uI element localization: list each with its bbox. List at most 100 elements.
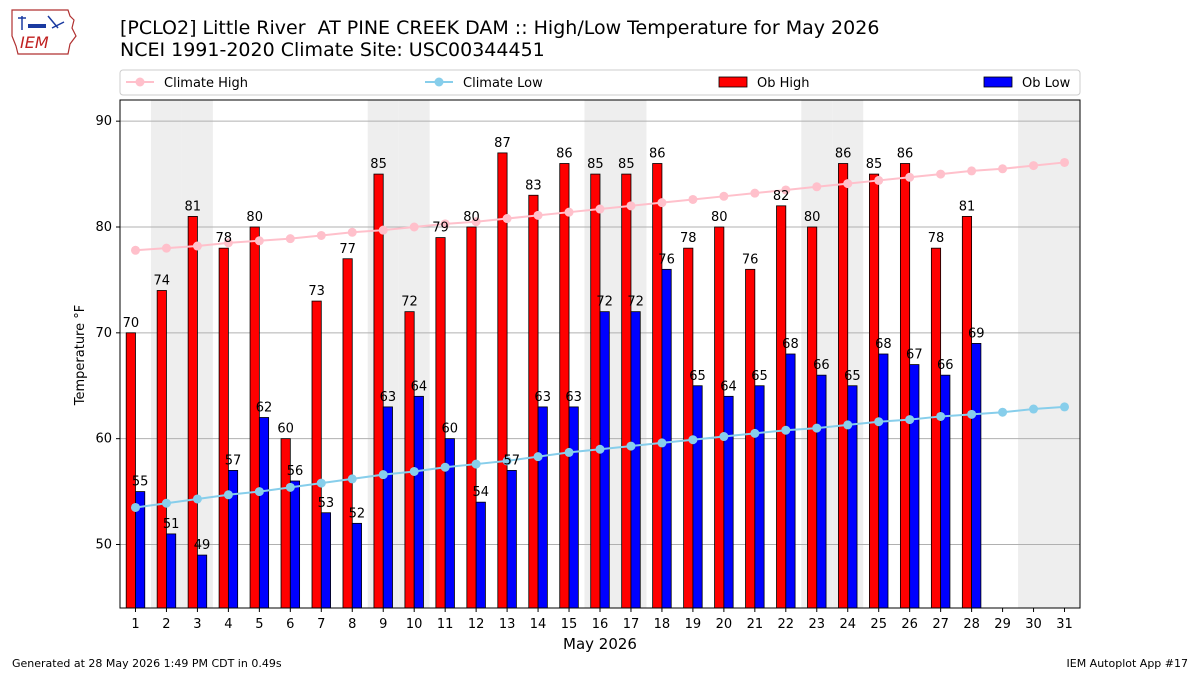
- bar-low-day-17: [630, 311, 641, 609]
- climate-low-point-day-27: [936, 411, 946, 421]
- x-tick-label-14: 14: [530, 617, 547, 632]
- label-low-day-25: 68: [875, 337, 892, 352]
- bar-low-day-6: [289, 480, 301, 609]
- climate-high-point-day-7: [316, 230, 326, 240]
- climate-high-point-day-27: [936, 169, 946, 179]
- label-high-day-26: 86: [897, 147, 914, 162]
- climate-high-point-day-3: [192, 241, 202, 251]
- label-low-day-9: 63: [380, 390, 397, 405]
- x-tick-label-19: 19: [685, 617, 702, 632]
- iem-logo: IEM: [11, 9, 77, 55]
- bar-high-day-21: [745, 268, 756, 609]
- climate-low-point-day-30: [1029, 404, 1039, 414]
- bar-low-day-26: [909, 364, 920, 609]
- y-tick-label-50: 50: [95, 538, 112, 553]
- bar-high-day-18: [652, 163, 663, 609]
- x-tick-label-31: 31: [1056, 617, 1073, 632]
- logo-text: IEM: [20, 33, 49, 52]
- label-low-day-18: 76: [658, 252, 675, 267]
- y-tick-label-90: 90: [95, 114, 112, 129]
- climate-high-point-day-1: [130, 245, 140, 255]
- climate-low-point-day-12: [471, 459, 481, 469]
- bar-low-day-9: [382, 406, 393, 609]
- climate-low-point-day-28: [967, 409, 977, 419]
- bar-low-day-2: [166, 533, 177, 609]
- y-axis-label: Temperature °F: [73, 305, 88, 406]
- climate-high-point-day-20: [719, 191, 729, 201]
- label-high-day-9: 85: [370, 157, 387, 172]
- label-low-day-27: 66: [937, 358, 954, 373]
- label-low-day-7: 53: [318, 496, 335, 511]
- climate-high-point-day-8: [347, 227, 357, 237]
- label-high-day-16: 85: [587, 157, 604, 172]
- label-high-day-18: 86: [649, 147, 666, 162]
- weekend-band-day-30: [1018, 100, 1050, 608]
- y-tick-label-80: 80: [95, 220, 112, 235]
- climate-low-point-day-15: [564, 447, 574, 457]
- bar-low-day-7: [320, 512, 331, 609]
- bar-low-day-14: [537, 406, 548, 609]
- climate-low-point-day-26: [905, 415, 915, 425]
- label-high-day-19: 78: [680, 231, 697, 246]
- label-high-day-6: 60: [277, 422, 294, 437]
- climate-low-point-day-10: [409, 466, 419, 476]
- label-high-day-2: 74: [154, 274, 171, 289]
- label-high-day-5: 80: [246, 210, 263, 225]
- x-tick-label-9: 9: [379, 617, 387, 632]
- climate-high-point-day-5: [254, 236, 264, 246]
- climate-low-point-day-8: [347, 474, 357, 484]
- climate-low-point-day-9: [378, 470, 388, 480]
- bar-low-day-22: [785, 353, 796, 609]
- climate-high-point-day-28: [967, 166, 977, 176]
- label-low-day-22: 68: [782, 337, 799, 352]
- x-tick-label-12: 12: [468, 617, 485, 632]
- bar-low-day-24: [847, 385, 858, 609]
- weekend-band-day-31: [1049, 100, 1080, 608]
- x-tick-label-25: 25: [870, 617, 887, 632]
- climate-low-point-day-31: [1060, 402, 1070, 412]
- x-tick-label-23: 23: [809, 617, 826, 632]
- title-block: [PCLO2] Little River AT PINE CREEK DAM :…: [120, 17, 879, 61]
- climate-low-point-day-6: [285, 482, 295, 492]
- climate-low-point-day-7: [316, 478, 326, 488]
- label-high-day-28: 81: [959, 199, 976, 214]
- climate-low-point-day-25: [874, 417, 884, 427]
- bar-high-day-5: [249, 226, 260, 609]
- bar-high-day-16: [590, 173, 601, 609]
- x-tick-label-1: 1: [131, 617, 139, 632]
- label-high-day-12: 80: [463, 210, 480, 225]
- x-tick-label-10: 10: [406, 617, 423, 632]
- x-tick-label-26: 26: [901, 617, 918, 632]
- bar-high-day-8: [342, 258, 353, 609]
- y-tick-label-60: 60: [95, 432, 112, 447]
- legend-swatch-ob-high: [718, 76, 748, 88]
- bar-low-day-12: [475, 501, 486, 609]
- x-tick-label-3: 3: [193, 617, 201, 632]
- label-low-day-12: 54: [473, 485, 490, 500]
- label-low-day-28: 69: [968, 326, 985, 341]
- x-tick-label-2: 2: [162, 617, 170, 632]
- climate-high-point-day-31: [1060, 157, 1070, 167]
- bar-high-day-12: [466, 226, 477, 609]
- bar-high-day-15: [559, 163, 570, 609]
- bar-low-day-3: [197, 554, 208, 609]
- label-high-day-8: 77: [339, 242, 356, 257]
- chart-subtitle: NCEI 1991-2020 Climate Site: USC00344451: [120, 39, 545, 61]
- bar-high-day-2: [156, 290, 167, 609]
- label-low-day-21: 65: [751, 369, 768, 384]
- line-series: [130, 157, 1070, 512]
- label-low-day-5: 62: [256, 401, 273, 416]
- climate-high-point-day-19: [688, 194, 698, 204]
- label-high-day-13: 87: [494, 136, 511, 151]
- bar-high-day-22: [776, 205, 787, 609]
- x-tick-label-29: 29: [994, 617, 1011, 632]
- label-low-day-11: 60: [442, 422, 459, 437]
- bar-low-day-13: [506, 470, 517, 609]
- climate-low-point-day-21: [750, 428, 760, 438]
- climate-low-point-day-19: [688, 435, 698, 445]
- label-high-day-10: 72: [401, 295, 418, 310]
- label-low-day-19: 65: [689, 369, 706, 384]
- climate-high-point-day-15: [564, 207, 574, 217]
- x-axis-label: May 2026: [563, 635, 637, 653]
